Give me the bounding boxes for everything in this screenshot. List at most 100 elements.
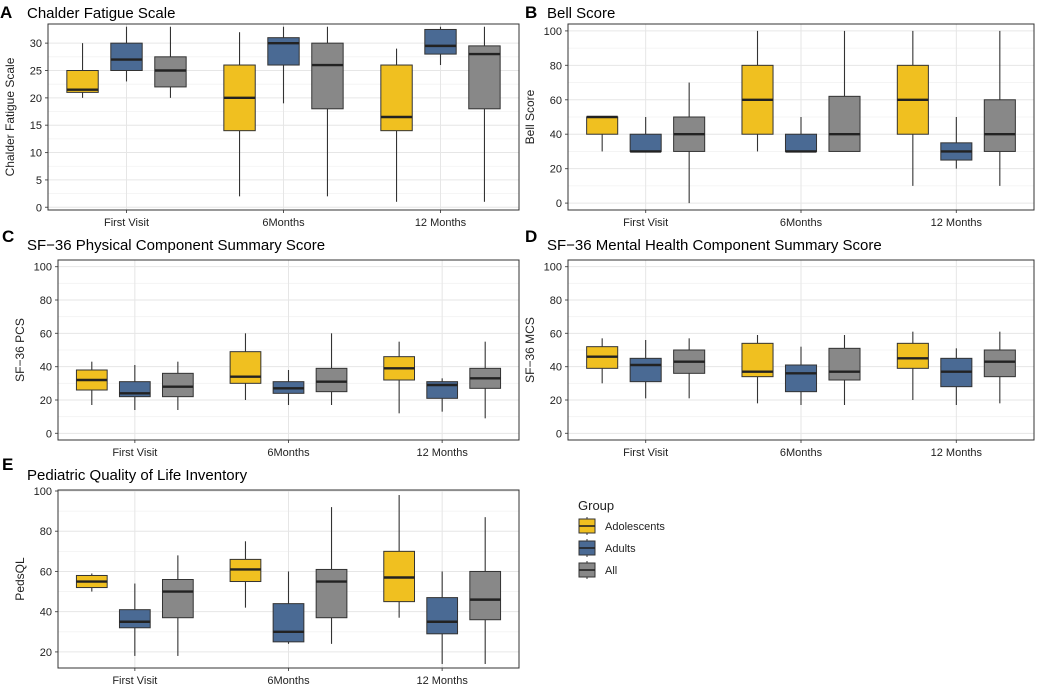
box-iqr (110, 42, 143, 72)
box-all (673, 338, 706, 399)
y-tick-label: 60 (40, 328, 52, 340)
panel-frame (57, 489, 520, 669)
panel-b: B Bell Score 0 20 40 60 80 100 First Visit 6Month… (523, 3, 1035, 229)
y-tick-label: 40 (40, 607, 52, 619)
box-all (469, 341, 502, 419)
box-adolescents (586, 115, 619, 152)
box-iqr (468, 45, 501, 110)
y-axis-label: SF−36 PCS (13, 318, 27, 382)
box-iqr (896, 342, 929, 369)
box-adolescents (383, 341, 416, 414)
y-tick-label: 100 (34, 262, 52, 274)
panel-letter: B (525, 3, 537, 22)
box-iqr (469, 570, 502, 621)
box-adults (940, 117, 973, 169)
box-adolescents (75, 361, 108, 405)
legend-label-adults: Adults (605, 543, 636, 555)
box-iqr (161, 579, 194, 619)
y-axis-label: Bell Score (523, 89, 537, 144)
box-iqr (315, 568, 348, 619)
box-iqr (380, 64, 413, 132)
box-adolescents (896, 331, 929, 400)
legend-label-adolescents: Adolescents (605, 521, 665, 533)
box-iqr (629, 133, 662, 152)
box-iqr (315, 367, 348, 393)
box-adults (118, 583, 151, 656)
box-adolescents (66, 43, 99, 98)
x-tick-label: 6Months (267, 675, 310, 687)
x-tick-label: First Visit (104, 217, 149, 229)
y-axis-label: PedsQL (13, 557, 27, 601)
box-all (469, 517, 502, 664)
x-tick-label: 6Months (262, 217, 305, 229)
box-all (161, 555, 194, 656)
x-tick-label: 6Months (780, 217, 823, 229)
box-adults (267, 26, 300, 104)
x-tick-label: 6Months (267, 447, 310, 459)
box-iqr (983, 349, 1016, 378)
box-adolescents (380, 48, 413, 202)
box-all (315, 333, 348, 405)
x-tick-label: 6Months (780, 447, 823, 459)
panel-frame (567, 259, 1035, 441)
panel-title: SF−36 Mental Health Component Summary Sc… (547, 237, 882, 254)
y-tick-label: 40 (550, 362, 562, 374)
box-adults (426, 571, 459, 664)
box-all (828, 30, 861, 152)
y-tick-label: 20 (40, 647, 52, 659)
box-iqr (161, 372, 194, 398)
y-tick-label: 30 (30, 38, 42, 50)
box-adults (784, 346, 818, 405)
y-tick-label: 20 (550, 164, 562, 176)
y-tick-label: 20 (30, 93, 42, 105)
box-all (983, 331, 1016, 404)
box-iqr (267, 37, 300, 66)
y-axis-label: SF−36 MCS (523, 317, 537, 383)
y-tick-label: 5 (36, 175, 42, 187)
y-tick-label: 25 (30, 66, 42, 78)
x-tick-label: 12 Months (931, 447, 983, 459)
y-tick-label: 60 (40, 566, 52, 578)
x-tick-label: First Visit (623, 447, 668, 459)
y-tick-label: 100 (544, 262, 562, 274)
box-iqr (426, 597, 459, 635)
legend: Group Adolescents Adults All (578, 498, 665, 579)
y-tick-label: 80 (40, 526, 52, 538)
y-tick-label: 100 (34, 486, 52, 498)
y-tick-label: 40 (550, 129, 562, 141)
box-all (311, 26, 344, 197)
panel-frame (47, 23, 520, 211)
x-tick-label: 12 Months (416, 675, 468, 687)
y-tick-label: 10 (30, 148, 42, 160)
box-iqr (66, 70, 99, 93)
box-iqr (828, 95, 861, 152)
x-tick-label: First Visit (112, 447, 157, 459)
panel-title: Chalder Fatigue Scale (27, 5, 175, 22)
panel-frame (567, 23, 1035, 211)
y-tick-label: 0 (46, 428, 52, 440)
panel-letter: A (0, 3, 12, 22)
y-tick-label: 0 (556, 428, 562, 440)
box-iqr (229, 351, 262, 384)
y-tick-label: 20 (550, 395, 562, 407)
panel-letter: E (2, 455, 13, 474)
y-tick-label: 15 (30, 120, 42, 132)
box-adolescents (75, 573, 108, 592)
panel-title: Bell Score (547, 5, 615, 22)
box-iqr (272, 603, 305, 643)
box-adolescents (229, 333, 262, 400)
box-adolescents (586, 338, 619, 384)
x-tick-label: 12 Months (931, 217, 983, 229)
box-adolescents (383, 495, 416, 618)
y-tick-label: 40 (40, 362, 52, 374)
box-all (673, 82, 706, 204)
box-all (315, 507, 348, 644)
box-iqr (828, 347, 861, 381)
box-adults (629, 117, 662, 153)
box-all (161, 361, 194, 410)
box-adults (940, 348, 973, 405)
box-all (154, 26, 187, 98)
box-iqr (154, 56, 187, 88)
box-adults (118, 365, 151, 410)
